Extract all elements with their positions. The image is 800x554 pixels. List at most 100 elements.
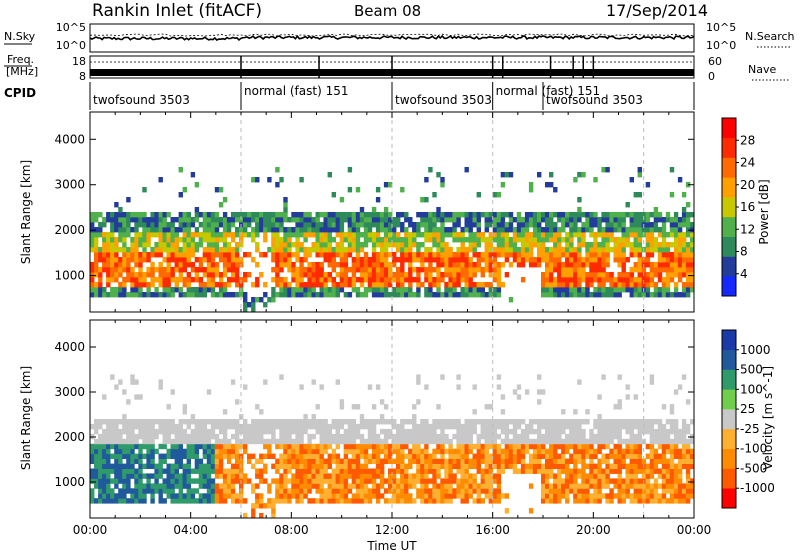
heatmap-cell	[400, 478, 405, 484]
heatmap-cell	[158, 212, 163, 218]
heatmap-cell	[94, 267, 99, 273]
heatmap-cell	[230, 498, 236, 504]
heatmap-cell	[500, 222, 506, 228]
heatmap-cell	[633, 488, 638, 494]
heatmap-cell	[392, 257, 397, 263]
heatmap-cell	[424, 227, 429, 233]
heatmap-cell	[355, 498, 361, 504]
heatmap-cell	[150, 217, 155, 223]
heatmap-cell	[408, 222, 413, 228]
heatmap-cell	[162, 488, 167, 494]
heatmap-cell	[295, 428, 300, 435]
heatmap-cell	[174, 257, 179, 263]
heatmap-cell	[520, 463, 526, 469]
heatmap-cell	[569, 458, 574, 464]
heatmap-cell	[98, 287, 103, 293]
heatmap-cell	[601, 374, 606, 380]
heatmap-cell	[102, 232, 107, 238]
heatmap-cell	[303, 458, 308, 464]
heatmap-cell	[379, 242, 385, 248]
heatmap-cell	[271, 252, 276, 258]
heatmap-cell	[259, 409, 264, 415]
heatmap-cell	[130, 443, 135, 450]
heatmap-cell	[516, 458, 522, 464]
heatmap-cell	[102, 498, 107, 504]
heatmap-cell	[363, 458, 369, 464]
heatmap-cell	[597, 272, 602, 278]
heatmap-cell	[247, 222, 252, 228]
heatmap-cell	[170, 222, 175, 228]
heatmap-cell	[464, 463, 469, 469]
heatmap-cell	[661, 267, 667, 273]
heatmap-cell	[565, 483, 570, 489]
heatmap-cell	[653, 287, 659, 293]
heatmap-cell	[319, 292, 324, 298]
heatmap-cell	[496, 463, 502, 469]
heatmap-cell	[110, 277, 115, 283]
heatmap-cell	[432, 257, 437, 263]
heatmap-cell	[347, 167, 353, 173]
heatmap-cell	[150, 227, 155, 233]
heatmap-cell	[649, 242, 655, 248]
heatmap-cell	[243, 473, 248, 479]
heatmap-cell	[512, 247, 518, 253]
heatmap-cell	[367, 433, 373, 440]
heatmap-cell	[480, 282, 485, 288]
heatmap-cell	[319, 493, 324, 499]
heatmap-cell	[681, 272, 687, 278]
heatmap-cell	[263, 463, 268, 469]
heatmap-cell	[492, 443, 498, 450]
heatmap-cell	[359, 483, 365, 489]
heatmap-cell	[307, 282, 312, 288]
heatmap-cell	[661, 277, 667, 283]
heatmap-cell	[420, 252, 425, 258]
heatmap-cell	[424, 483, 429, 489]
heatmap-cell	[553, 488, 558, 494]
heatmap-cell	[581, 272, 586, 278]
heatmap-cell	[315, 448, 320, 455]
heatmap-cell	[416, 488, 421, 494]
heatmap-cell	[508, 212, 514, 218]
heatmap-cell	[549, 453, 554, 459]
heatmap-cell	[190, 252, 196, 258]
heatmap-cell	[214, 222, 220, 228]
heatmap-cell	[138, 423, 143, 430]
heatmap-cell	[319, 222, 324, 228]
heatmap-cell	[158, 493, 163, 499]
heatmap-cell	[557, 423, 562, 430]
heatmap-cell	[561, 458, 566, 464]
heatmap-cell	[561, 227, 566, 233]
heatmap-cell	[593, 262, 598, 268]
heatmap-cell	[130, 493, 135, 499]
heatmap-cell	[609, 428, 614, 435]
heatmap-cell	[436, 242, 441, 248]
heatmap-cell	[126, 262, 131, 268]
heatmap-cell	[142, 217, 147, 223]
heatmap-cell	[581, 438, 586, 445]
heatmap-cell	[146, 478, 151, 484]
heatmap-cell	[593, 463, 598, 469]
heatmap-cell	[222, 473, 228, 479]
heatmap-cell	[573, 438, 578, 445]
heatmap-cell	[460, 262, 465, 268]
heatmap-cell	[553, 262, 558, 268]
heatmap-cell	[383, 217, 389, 223]
heatmap-cell	[166, 227, 171, 233]
heatmap-cell	[468, 237, 473, 243]
heatmap-cell	[673, 237, 679, 243]
heatmap-cell	[460, 272, 465, 278]
heatmap-cell	[206, 252, 212, 258]
heatmap-cell	[388, 468, 393, 474]
heatmap-cell	[347, 433, 353, 440]
heatmap-cell	[134, 262, 139, 268]
heatmap-cell	[456, 217, 461, 223]
heatmap-cell	[690, 272, 695, 278]
heatmap-cell	[480, 468, 485, 474]
heatmap-cell	[428, 458, 433, 464]
heatmap-cell	[154, 292, 159, 298]
heatmap-cell	[323, 419, 328, 425]
heatmap-cell	[359, 262, 365, 268]
heatmap-cell	[379, 473, 385, 479]
heatmap-cell	[166, 252, 171, 258]
heatmap-cell	[182, 237, 187, 243]
